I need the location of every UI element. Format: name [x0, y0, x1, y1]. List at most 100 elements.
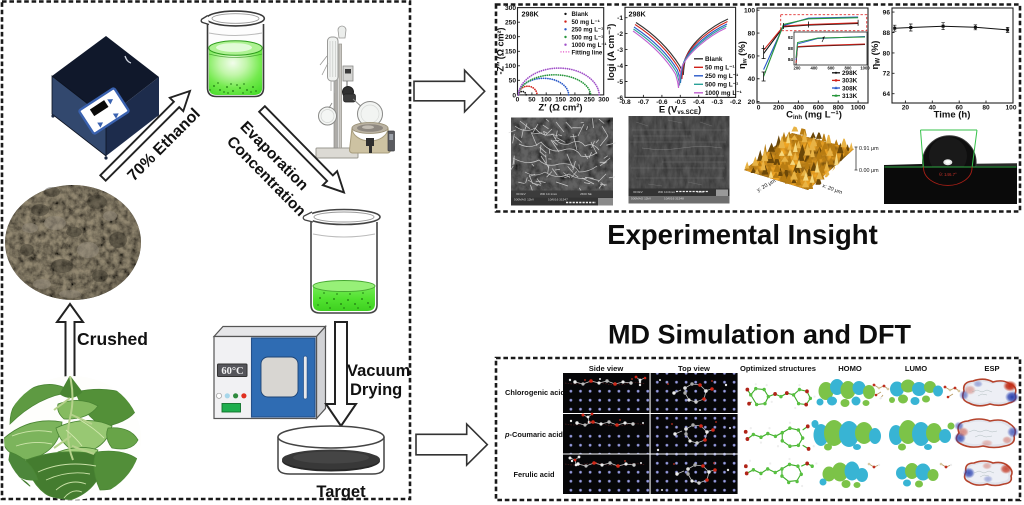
- svg-text:50: 50: [509, 78, 517, 85]
- svg-text:1000: 1000: [860, 65, 870, 70]
- svg-text:400: 400: [793, 105, 804, 112]
- svg-text:ESP: ESP: [984, 364, 999, 373]
- svg-text:-0.4: -0.4: [693, 99, 705, 106]
- svg-text:88: 88: [883, 30, 891, 37]
- svg-text:Blank: Blank: [572, 11, 589, 18]
- svg-text:250: 250: [505, 20, 516, 27]
- svg-text:0: 0: [512, 92, 516, 99]
- svg-text:Time (h): Time (h): [934, 110, 971, 121]
- svg-text:100: 100: [744, 8, 755, 15]
- svg-text:-0.3: -0.3: [712, 99, 724, 106]
- svg-text:60: 60: [748, 53, 756, 60]
- svg-text:-6: -6: [617, 95, 623, 102]
- svg-text:313K: 313K: [842, 93, 858, 100]
- svg-text:Ferulic acid: Ferulic acid: [513, 470, 555, 479]
- svg-text:200: 200: [794, 65, 802, 70]
- svg-text:-Z″ (Ω cm²): -Z″ (Ω cm²): [496, 27, 506, 74]
- svg-text:200: 200: [569, 97, 580, 104]
- svg-text:x500 SE: x500 SE: [580, 192, 592, 196]
- svg-text:0.00 μm: 0.00 μm: [859, 168, 879, 174]
- svg-text:x: 20 μm: x: 20 μm: [821, 183, 843, 196]
- svg-text:Crushed: Crushed: [77, 329, 148, 349]
- svg-text:500 mg L⁻¹: 500 mg L⁻¹: [705, 82, 738, 89]
- svg-text:50 mg L⁻¹: 50 mg L⁻¹: [705, 65, 735, 72]
- svg-text:Experimental Insight: Experimental Insight: [607, 219, 877, 250]
- svg-text:logi (A cm⁻³): logi (A cm⁻³): [606, 24, 617, 81]
- svg-text:250 mg L⁻¹: 250 mg L⁻¹: [572, 27, 604, 34]
- svg-text:40: 40: [929, 105, 937, 112]
- svg-text:30 0kV: 30 0kV: [516, 192, 527, 196]
- svg-text:150: 150: [505, 49, 516, 56]
- svg-text:500MAG 12kV: 500MAG 12kV: [631, 197, 652, 201]
- svg-text:100: 100: [1005, 105, 1016, 112]
- svg-text:88: 88: [788, 46, 794, 51]
- svg-text:60: 60: [956, 105, 964, 112]
- svg-text:20: 20: [748, 99, 756, 106]
- svg-text:80: 80: [982, 105, 990, 112]
- svg-text:80: 80: [883, 50, 891, 57]
- svg-text:40: 40: [748, 76, 756, 83]
- svg-text:800: 800: [833, 105, 844, 112]
- svg-text:300: 300: [598, 97, 609, 104]
- svg-text:600: 600: [813, 105, 824, 112]
- svg-text:800: 800: [845, 65, 853, 70]
- svg-text:Target: Target: [316, 483, 366, 501]
- svg-text:1000: 1000: [851, 105, 866, 112]
- svg-text:84: 84: [788, 57, 794, 62]
- svg-text:200: 200: [773, 105, 784, 112]
- svg-text:10/6/16 31547: 10/6/16 31547: [548, 198, 568, 202]
- svg-text:92: 92: [788, 35, 794, 40]
- svg-text:HOMO: HOMO: [838, 364, 862, 373]
- svg-text:WD 10.1mm: WD 10.1mm: [540, 192, 558, 196]
- svg-text:-1: -1: [617, 15, 623, 22]
- svg-text:-0.7: -0.7: [638, 99, 650, 106]
- svg-text:60°C: 60°C: [221, 366, 243, 377]
- svg-text:600: 600: [828, 65, 836, 70]
- svg-text:298K: 298K: [842, 70, 858, 77]
- svg-text:Vacuum: Vacuum: [347, 362, 410, 380]
- svg-text:E (Vvs.SCE): E (Vvs.SCE): [659, 105, 701, 117]
- svg-text:-3: -3: [617, 47, 623, 54]
- svg-text:Top view: Top view: [678, 364, 710, 373]
- svg-text:Cinh (mg L⁻¹): Cinh (mg L⁻¹): [786, 110, 842, 122]
- svg-text:400: 400: [811, 65, 819, 70]
- svg-text:72: 72: [883, 71, 891, 78]
- svg-text:θ: 146.7°: θ: 146.7°: [939, 172, 957, 177]
- svg-text:500 mg L⁻¹: 500 mg L⁻¹: [572, 34, 604, 41]
- svg-text:WD 10.0mm: WD 10.0mm: [658, 190, 676, 194]
- svg-text:-0.5: -0.5: [675, 99, 687, 106]
- svg-text:0: 0: [757, 105, 761, 112]
- svg-text:64: 64: [883, 91, 891, 98]
- svg-text:-4: -4: [617, 63, 623, 70]
- svg-text:-0.2: -0.2: [730, 99, 742, 106]
- svg-text:y: 20 μm: y: 20 μm: [756, 178, 777, 194]
- svg-text:Fitting line: Fitting line: [572, 49, 603, 56]
- svg-text:308K: 308K: [842, 85, 858, 92]
- svg-text:200: 200: [505, 34, 516, 41]
- svg-text:1000 mg L⁻¹: 1000 mg L⁻¹: [705, 90, 742, 97]
- svg-text:ηW (%): ηW (%): [870, 41, 882, 70]
- svg-text:-0.6: -0.6: [656, 99, 668, 106]
- svg-text:300: 300: [505, 5, 516, 12]
- svg-text:0: 0: [516, 97, 520, 104]
- svg-text:303K: 303K: [842, 78, 858, 85]
- svg-text:-2: -2: [617, 31, 623, 38]
- svg-text:250: 250: [584, 97, 595, 104]
- svg-text:20: 20: [902, 105, 910, 112]
- svg-text:Z′ (Ω cm²): Z′ (Ω cm²): [538, 103, 582, 114]
- svg-text:ηw (%): ηw (%): [737, 41, 749, 69]
- svg-text:0.91 μm: 0.91 μm: [859, 146, 879, 152]
- svg-text:-5: -5: [617, 79, 623, 86]
- svg-text:p-Coumaric acid: p-Coumaric acid: [504, 430, 563, 439]
- svg-text:298K: 298K: [629, 10, 647, 19]
- svg-text:298K: 298K: [522, 10, 540, 19]
- svg-text:-0.8: -0.8: [619, 99, 631, 106]
- svg-text:96: 96: [883, 10, 891, 17]
- svg-text:Drying: Drying: [350, 381, 402, 399]
- svg-text:Chlorogenic acid: Chlorogenic acid: [505, 388, 565, 397]
- svg-text:50 mg L⁻¹: 50 mg L⁻¹: [572, 19, 600, 26]
- svg-text:Side view: Side view: [589, 364, 624, 373]
- svg-text:Optimized structures: Optimized structures: [740, 364, 816, 373]
- svg-text:150: 150: [555, 97, 566, 104]
- svg-text:100: 100: [541, 97, 552, 104]
